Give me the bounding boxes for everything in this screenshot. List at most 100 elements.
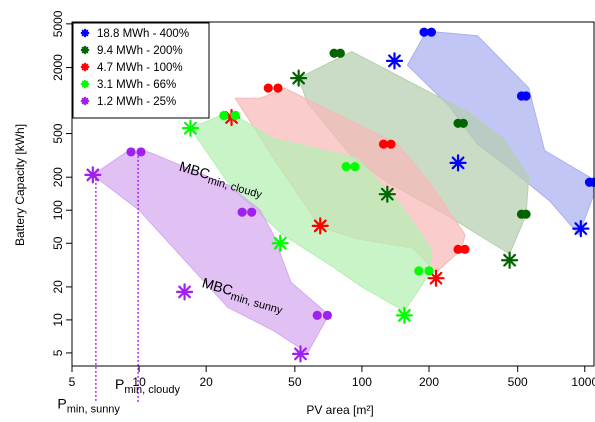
dot-series-2-3 bbox=[386, 139, 396, 149]
dot-series-4-0 bbox=[126, 147, 136, 157]
dot-series-4-2 bbox=[237, 207, 247, 217]
star-series-1-1-stroke-3 bbox=[380, 187, 394, 201]
legend-marker-1-stroke-3 bbox=[81, 46, 89, 54]
y-axis: 5 10 20 50 100 200 500 2000 5000 bbox=[51, 10, 72, 356]
dot-series-3-4 bbox=[414, 266, 424, 276]
x-tick-label-2: 20 bbox=[199, 375, 213, 389]
dot-series-2-2 bbox=[378, 139, 389, 149]
star-series-2-2-stroke-3 bbox=[429, 271, 443, 285]
x-tick-label-3: 50 bbox=[288, 375, 302, 389]
dot-series-3-0 bbox=[219, 110, 229, 121]
dot-series-2-1 bbox=[273, 83, 283, 93]
star-series-1-2 bbox=[501, 251, 519, 269]
x-tick-label-6: 500 bbox=[508, 375, 528, 389]
star-series-3-1 bbox=[271, 234, 289, 252]
series-markers bbox=[84, 27, 595, 363]
y-tick-label-2: 20 bbox=[51, 280, 65, 294]
star-series-1-2-stroke-3 bbox=[503, 253, 517, 267]
star-series-0-0-stroke-3 bbox=[388, 54, 401, 68]
y-tick-label-4: 100 bbox=[51, 200, 65, 220]
legend: 18.8 MWh - 400% 9.4 MWh - 200% 4.7 MWh - 1… bbox=[72, 22, 210, 119]
legend-marker-3-stroke-3 bbox=[81, 80, 89, 88]
star-series-4-1-stroke-3 bbox=[178, 285, 191, 299]
dot-series-4-5 bbox=[322, 310, 333, 320]
legend-label-2: 4.7 MWh - 100% bbox=[97, 62, 183, 74]
star-series-0-1 bbox=[449, 154, 467, 172]
y-tick-label-8: 5000 bbox=[51, 10, 65, 37]
legend-marker-4 bbox=[80, 96, 90, 106]
dot-series-0-3 bbox=[521, 91, 531, 101]
dot-series-1-1 bbox=[335, 48, 345, 58]
star-series-2-2 bbox=[427, 269, 445, 287]
legend-label-1: 9.4 MWh - 200% bbox=[97, 45, 183, 57]
star-series-1-1 bbox=[378, 185, 396, 203]
star-series-3-1-stroke-3 bbox=[273, 236, 287, 250]
plot-frame bbox=[71, 21, 595, 367]
star-series-2-1-stroke-3 bbox=[313, 219, 327, 233]
star-series-4-1 bbox=[175, 283, 194, 301]
star-series-3-2-stroke-3 bbox=[397, 308, 411, 322]
guide-lines bbox=[95, 151, 139, 402]
dot-series-2-4 bbox=[453, 244, 463, 254]
annotation-3: Pmin, cloudy bbox=[115, 376, 180, 396]
star-series-1-0 bbox=[290, 69, 308, 87]
dot-series-4-3 bbox=[247, 207, 257, 217]
region-series-4 bbox=[91, 151, 327, 354]
legend-marker-3 bbox=[80, 79, 90, 89]
star-series-4-0-stroke-3 bbox=[86, 168, 100, 182]
x-tick-label-7: 1000 bbox=[571, 375, 595, 389]
star-series-0-1-stroke-3 bbox=[451, 156, 465, 170]
x-tick-label-5: 200 bbox=[419, 375, 439, 389]
legend-label-0: 18.8 MWh - 400% bbox=[97, 28, 189, 40]
star-series-0-2-stroke-3 bbox=[574, 222, 588, 235]
star-series-3-0 bbox=[181, 119, 200, 137]
x-tick-label-0: 5 bbox=[69, 375, 76, 389]
dot-series-0-0 bbox=[419, 27, 429, 37]
legend-box bbox=[72, 22, 210, 119]
annotation-2-main: P bbox=[57, 396, 66, 412]
dot-series-3-5 bbox=[424, 266, 434, 276]
annotation-2-sub: min, sunny bbox=[67, 404, 121, 416]
star-series-1-0-stroke-3 bbox=[292, 71, 306, 85]
dot-series-0-1 bbox=[426, 27, 437, 37]
legend-marker-2 bbox=[80, 62, 90, 72]
legend-label-4: 1.2 MWh - 25% bbox=[97, 96, 176, 108]
y-tick-label-3: 50 bbox=[51, 236, 65, 250]
y-tick-label-0: 5 bbox=[51, 349, 65, 356]
dot-series-3-1 bbox=[230, 110, 240, 121]
annotation-3-sub: min, cloudy bbox=[124, 384, 180, 396]
legend-marker-1 bbox=[80, 45, 90, 55]
star-series-2-1 bbox=[311, 217, 329, 235]
dot-series-2-0 bbox=[263, 83, 273, 93]
star-series-4-2 bbox=[291, 345, 310, 363]
star-series-4-0 bbox=[84, 166, 102, 184]
dot-series-2-5 bbox=[460, 244, 470, 254]
y-axis-label: Battery Capacity [kWh] bbox=[13, 124, 27, 246]
star-series-3-0-stroke-3 bbox=[184, 121, 197, 135]
legend-marker-2-stroke-3 bbox=[81, 63, 89, 71]
dot-series-3-3 bbox=[350, 161, 360, 172]
x-tick-label-4: 100 bbox=[352, 375, 372, 389]
dot-series-1-5 bbox=[521, 209, 531, 219]
y-tick-label-1: 10 bbox=[51, 313, 65, 327]
y-tick-label-6: 500 bbox=[51, 123, 65, 143]
star-series-4-2-stroke-3 bbox=[294, 347, 307, 361]
dot-series-3-2 bbox=[341, 161, 351, 172]
x-tick-label-1: 10 bbox=[132, 375, 146, 389]
x-axis-label: PV area [m²] bbox=[306, 403, 373, 417]
dot-series-4-4 bbox=[312, 310, 322, 320]
legend-label-3: 3.1 MWh - 66% bbox=[97, 79, 176, 91]
star-series-0-2 bbox=[572, 219, 590, 238]
legend-marker-0 bbox=[80, 28, 90, 38]
annotation-3-main: P bbox=[115, 376, 124, 392]
dot-series-1-3 bbox=[458, 118, 468, 128]
y-tick-label-7: 2000 bbox=[51, 54, 65, 81]
legend-marker-4-stroke-3 bbox=[81, 97, 89, 105]
star-series-0-0 bbox=[385, 52, 404, 70]
y-tick-label-5: 200 bbox=[51, 167, 65, 187]
region-series-3 bbox=[189, 113, 432, 312]
legend-marker-0-stroke-3 bbox=[81, 29, 89, 37]
x-axis: 5 10 20 50 100 200 500 1000 bbox=[69, 366, 595, 389]
star-series-3-2 bbox=[395, 306, 413, 324]
